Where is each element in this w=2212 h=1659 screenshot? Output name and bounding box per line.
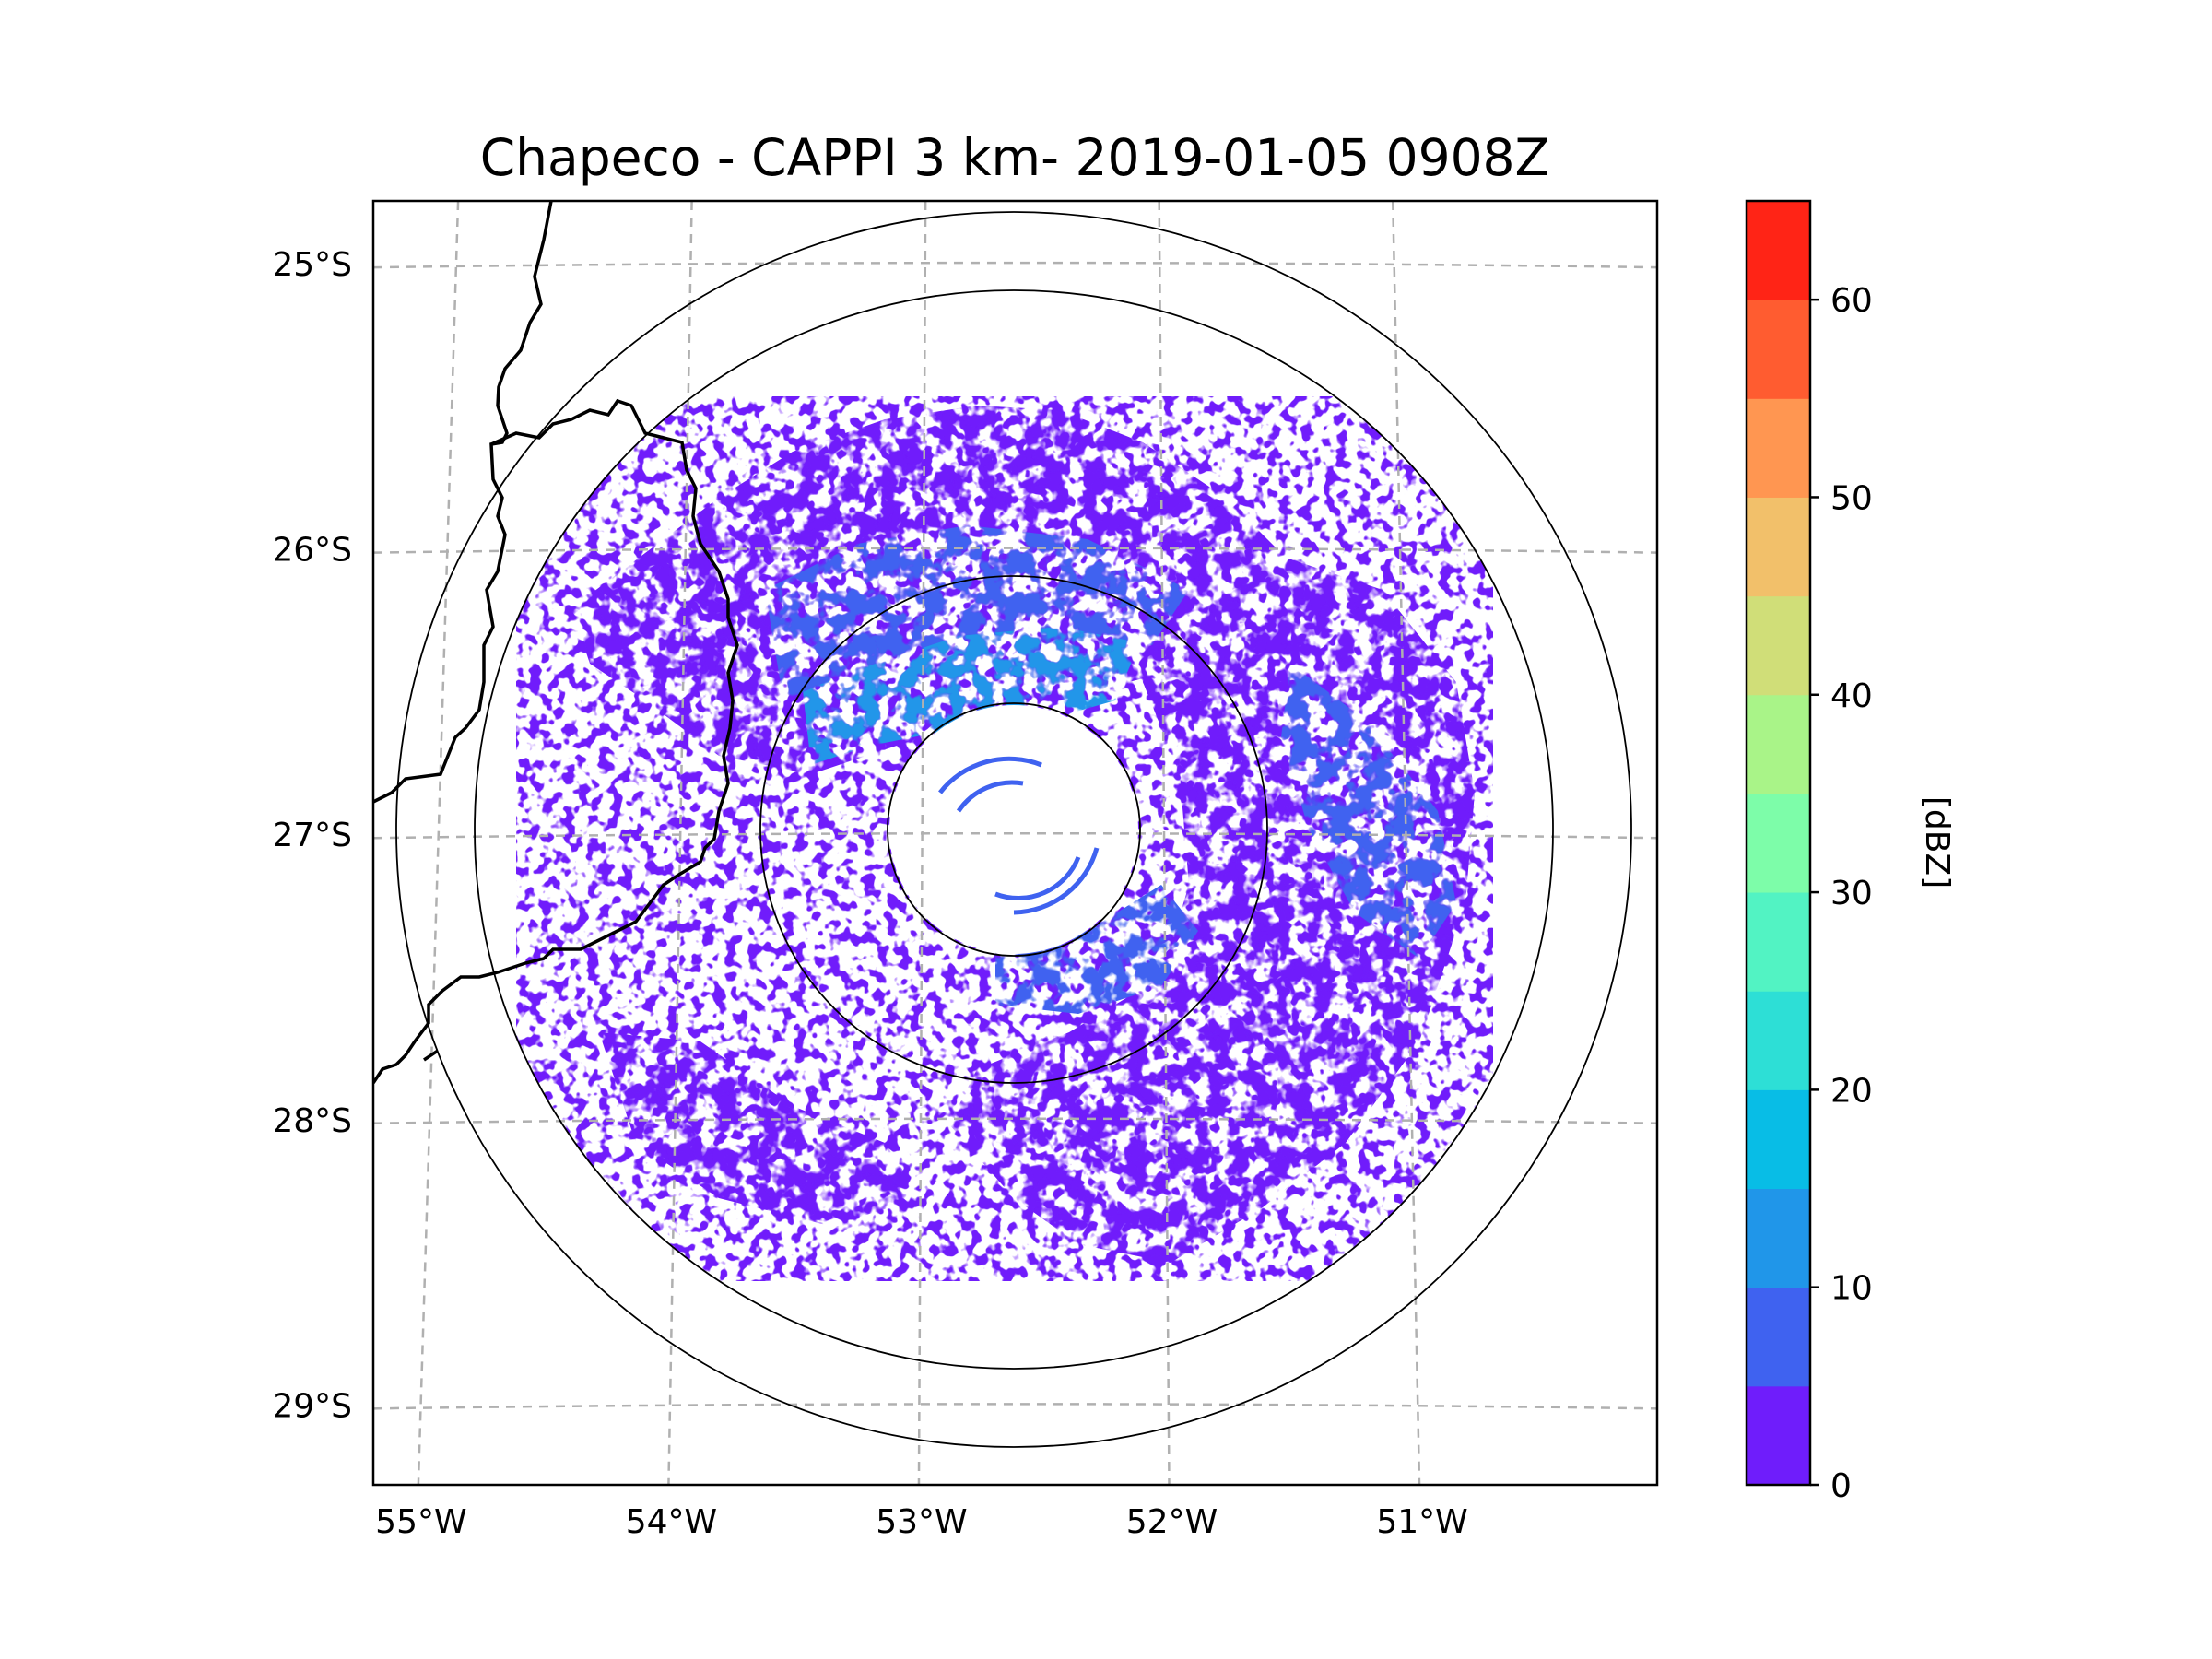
gridlines (373, 201, 1657, 1485)
inner-arcs (938, 756, 1100, 915)
colorbar-swatch (1747, 201, 1810, 300)
map-area (373, 201, 1657, 1485)
lon-tick-label: 55°W (375, 1503, 466, 1541)
colorbar-swatch (1747, 991, 1810, 1090)
colorbar-swatch (1747, 1089, 1810, 1190)
lat-tick-label: 25°S (272, 246, 352, 284)
colorbar-tick-label: 20 (1830, 1072, 1873, 1110)
range-ring-4 (395, 211, 1632, 1448)
echo-band-5dbz-south (995, 885, 1198, 1014)
colorbar-frame (1745, 199, 1812, 1487)
colorbar-swatch (1747, 793, 1810, 893)
lon-tick-label: 54°W (626, 1503, 717, 1541)
lon-gridline (1158, 201, 1171, 1485)
colorbar-label: [dBZ] (1918, 796, 1956, 888)
colorbar-tick-label: 0 (1830, 1467, 1852, 1505)
river-segment (423, 1049, 439, 1062)
range-ring-1 (887, 702, 1141, 957)
lon-tick-label: 51°W (1376, 1503, 1467, 1541)
colorbar-swatch (1747, 694, 1810, 794)
lon-tick-label: 53°W (876, 1503, 967, 1541)
latitude-tick-labels: 25°S 26°S 27°S 28°S 29°S (272, 246, 352, 1425)
colorbar-tick-label: 50 (1830, 479, 1873, 517)
border-argentina-brazil (373, 201, 553, 804)
longitude-tick-labels: 55°W 54°W 53°W 52°W 51°W (375, 1503, 1468, 1541)
lon-gridline (667, 201, 693, 1485)
range-ring-2 (759, 575, 1268, 1084)
colorbar-tick-label: 60 (1830, 282, 1873, 320)
lat-tick-label: 28°S (272, 1102, 352, 1140)
colorbar-swatch (1747, 1287, 1810, 1387)
range-rings (395, 211, 1632, 1448)
chart-title: Chapeco - CAPPI 3 km- 2019-01-05 0908Z (480, 128, 1549, 187)
colorbar-swatch (1747, 892, 1810, 992)
lat-tick-label: 26°S (272, 532, 352, 570)
colorbar-swatch (1747, 300, 1810, 399)
range-ring-3 (474, 289, 1554, 1370)
lat-gridline (373, 831, 1657, 840)
colorbar: 0 10 20 30 40 50 60 (1745, 199, 1873, 1505)
lat-gridline (373, 1117, 1657, 1125)
lat-gridline (373, 261, 1657, 269)
radar-cone-of-silence (889, 705, 1138, 954)
colorbar-tick-label: 40 (1830, 677, 1873, 715)
axes-frame (371, 199, 1659, 1487)
reflectivity-field (516, 396, 1493, 1281)
lon-gridline (1391, 201, 1421, 1485)
echo-band-5dbz-north (765, 525, 1189, 700)
lat-gridline (373, 547, 1657, 554)
colorbar-swatch (1747, 595, 1810, 696)
lat-tick-label: 27°S (272, 817, 352, 854)
lat-tick-label: 29°S (272, 1387, 352, 1425)
lon-gridline (917, 201, 927, 1485)
lon-gridline (417, 201, 460, 1485)
colorbar-swatch (1747, 398, 1810, 498)
lon-tick-label: 52°W (1126, 1503, 1218, 1541)
colorbar-tick-label: 10 (1830, 1270, 1873, 1308)
lat-gridline (373, 1403, 1657, 1410)
colorbar-swatch (1747, 497, 1810, 597)
colorbar-swatch (1747, 1188, 1810, 1288)
colorbar-tick-label: 30 (1830, 875, 1873, 912)
border-santa-catarina-parana (373, 398, 739, 1084)
echo-band-5dbz-east (1281, 664, 1456, 959)
borders (373, 201, 739, 1084)
colorbar-swatch (1747, 1385, 1810, 1486)
